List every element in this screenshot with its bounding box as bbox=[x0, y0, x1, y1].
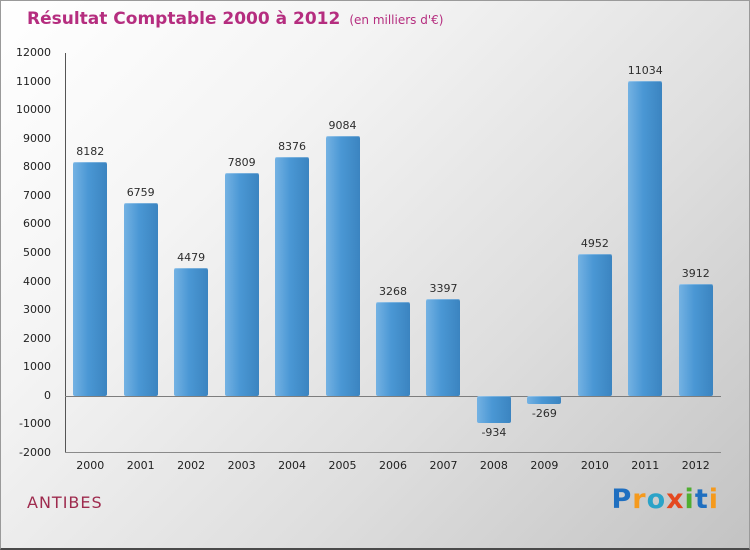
bars-layer: 8182 6759 4479 7809 8376 9084 3268 3397 -934 -269… bbox=[65, 53, 721, 453]
bar-2003 bbox=[224, 172, 259, 396]
x-tick-label: 2012 bbox=[681, 459, 710, 472]
x-tick-label: 2009 bbox=[530, 459, 559, 472]
bar-2001 bbox=[123, 202, 158, 396]
x-tick-label: 2008 bbox=[479, 459, 508, 472]
x-tick-label: 2007 bbox=[429, 459, 458, 472]
chart-title: Résultat Comptable 2000 à 2012 bbox=[27, 9, 341, 29]
logo-letter: i bbox=[684, 484, 695, 515]
y-tick-label: 2000 bbox=[23, 331, 51, 345]
bar-value-label: 11034 bbox=[627, 63, 663, 77]
chart-title-row: Résultat Comptable 2000 à 2012 (en milli… bbox=[27, 9, 443, 29]
bar-2008 bbox=[476, 395, 511, 423]
x-tick-label: 2003 bbox=[227, 459, 256, 472]
logo-letter: i bbox=[708, 484, 719, 515]
x-tick-label: 2001 bbox=[126, 459, 155, 472]
y-tick-label: 1000 bbox=[23, 360, 51, 374]
bar-value-label: 7809 bbox=[227, 155, 256, 169]
x-tick-label: 2000 bbox=[76, 459, 105, 472]
bar-value-label: 8376 bbox=[278, 139, 307, 153]
bar-value-label: -269 bbox=[531, 406, 557, 420]
bar-2000 bbox=[73, 162, 108, 396]
bar-2012 bbox=[678, 284, 713, 396]
y-tick-label: 0 bbox=[44, 388, 51, 402]
y-tick-label: 7000 bbox=[23, 188, 51, 202]
y-tick-label: 5000 bbox=[23, 246, 51, 259]
x-tick-label: 2002 bbox=[177, 459, 206, 472]
y-axis-labels: 12000 11000 10000 9000 8000 7000 6000 5000 4000 3… bbox=[7, 46, 57, 459]
y-tick-label: -2000 bbox=[19, 446, 51, 459]
bar-2009 bbox=[527, 395, 562, 404]
y-tick-label: 12000 bbox=[16, 46, 51, 59]
plot-area: 12000 11000 10000 9000 8000 7000 6000 5000 4000 3… bbox=[16, 46, 721, 472]
x-axis-labels: 2000 2001 2002 2003 2004 2005 2006 2007 2008 2009… bbox=[65, 459, 721, 475]
x-tick-label: 2005 bbox=[328, 459, 357, 472]
logo-letter: o bbox=[646, 484, 667, 515]
bar-value-label: 4479 bbox=[177, 250, 206, 264]
org-name: ANTIBES bbox=[27, 493, 103, 512]
y-tick-label: 9000 bbox=[23, 131, 51, 145]
y-tick-label: 3000 bbox=[23, 303, 51, 317]
bar-value-label: 4952 bbox=[580, 237, 609, 251]
y-tick-label: 8000 bbox=[23, 160, 51, 174]
y-tick-label: 11000 bbox=[16, 74, 51, 88]
proxiti-logo: Proxiti bbox=[611, 484, 719, 515]
bar-value-label: -934 bbox=[481, 425, 507, 439]
x-tick-label: 2004 bbox=[278, 459, 307, 472]
bar-2006 bbox=[376, 302, 410, 396]
y-tick-label: 4000 bbox=[23, 274, 51, 288]
y-tick-label: -1000 bbox=[19, 417, 51, 431]
bar-value-label: 3397 bbox=[429, 281, 458, 295]
y-axis-line bbox=[65, 53, 66, 453]
bar-value-label: 3912 bbox=[681, 267, 710, 281]
bar-value-label: 8182 bbox=[76, 145, 105, 159]
y-tick-label: 6000 bbox=[23, 217, 51, 231]
bar-value-label: 6759 bbox=[126, 185, 155, 199]
bar-2002 bbox=[174, 267, 209, 396]
bar-2011 bbox=[628, 80, 663, 396]
logo-letter: x bbox=[666, 484, 685, 515]
logo-letter: t bbox=[694, 484, 709, 515]
logo-letter: P bbox=[611, 484, 633, 515]
x-axis-line bbox=[65, 452, 721, 453]
y-tick-label: 10000 bbox=[16, 103, 51, 117]
logo-letter: r bbox=[632, 484, 647, 515]
zero-line bbox=[65, 395, 721, 397]
x-tick-label: 2006 bbox=[379, 459, 407, 472]
x-tick-label: 2010 bbox=[580, 459, 609, 472]
bar-value-label: 3268 bbox=[379, 285, 407, 299]
x-tick-label: 2011 bbox=[631, 459, 660, 472]
bar-2010 bbox=[577, 254, 612, 396]
bar-value-label: 9084 bbox=[328, 119, 357, 133]
bar-2007 bbox=[426, 298, 461, 396]
bar-2005 bbox=[325, 136, 360, 396]
chart-subtitle: (en milliers d'€) bbox=[349, 13, 444, 27]
bar-2004 bbox=[275, 156, 310, 396]
